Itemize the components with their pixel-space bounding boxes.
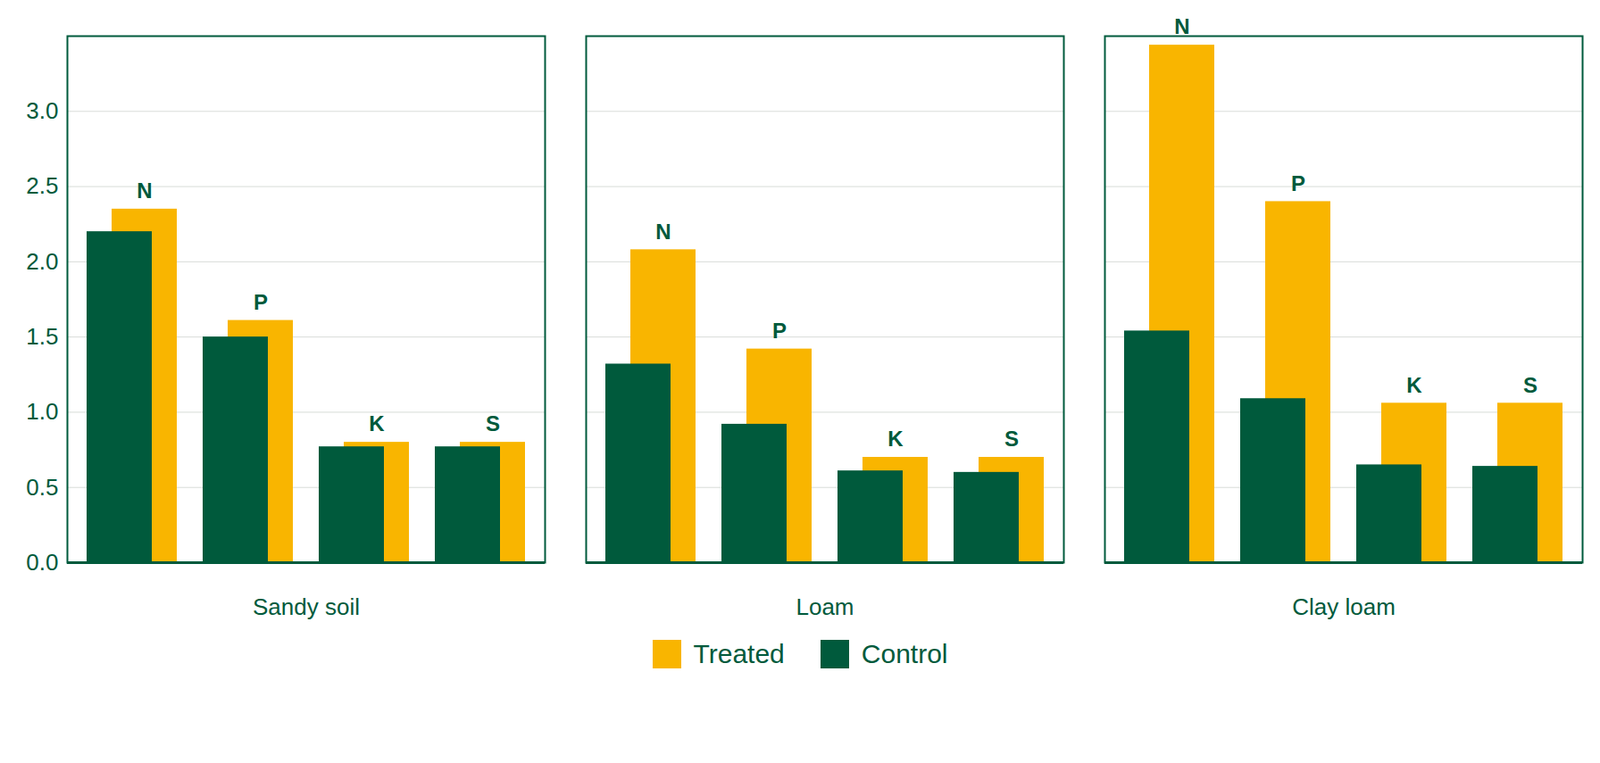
svg-text:N: N [655, 219, 671, 244]
html-text:Treated: Treated [693, 639, 785, 669]
svg-text:P: P [772, 318, 787, 343]
svg-text:0.5: 0.5 [25, 474, 59, 501]
svg-text:K: K [887, 426, 904, 451]
svg-text:S: S [1004, 426, 1019, 451]
svg-text:S: S [1523, 372, 1538, 397]
svg-text:P: P [1291, 171, 1306, 196]
svg-text:Sandy soil: Sandy soil [252, 593, 360, 621]
svg-text:3.0: 3.0 [25, 97, 59, 125]
svg-text:Loam: Loam [795, 593, 854, 621]
svg-text:P: P [253, 290, 268, 315]
svg-text:K: K [368, 411, 385, 436]
svg-text:N: N [1174, 14, 1190, 39]
svg-text:S: S [485, 411, 500, 436]
svg-text:K: K [1406, 372, 1423, 397]
svg-text:1.0: 1.0 [25, 398, 59, 425]
html-text:Control: Control [861, 639, 948, 669]
svg-text:1.5: 1.5 [25, 323, 59, 350]
svg-text:N: N [136, 178, 152, 203]
svg-text:2.0: 2.0 [25, 248, 59, 275]
svg-text:Clay loam: Clay loam [1291, 593, 1396, 621]
svg-text:0.0: 0.0 [25, 549, 59, 576]
svg-text:2.5: 2.5 [25, 172, 59, 200]
